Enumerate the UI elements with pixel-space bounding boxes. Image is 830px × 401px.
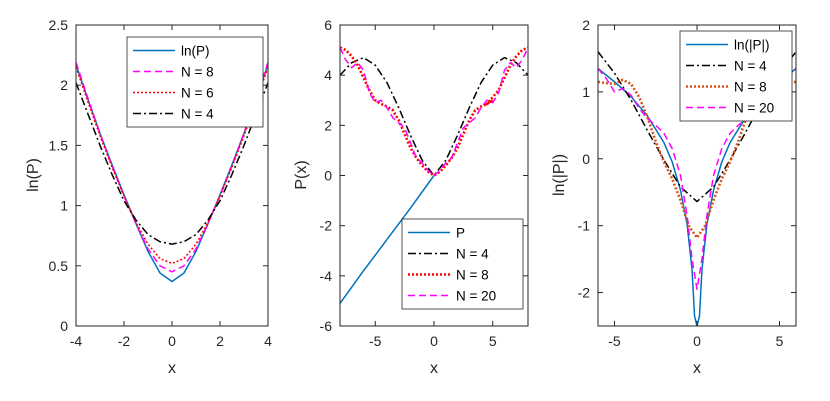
series-line-n-4	[340, 56, 528, 177]
series-line-ln-p	[76, 64, 268, 283]
x-tick-label: 5	[776, 333, 784, 349]
x-tick-label: 0	[168, 333, 176, 349]
x-tick-label: 0	[693, 333, 701, 349]
y-tick-label: 1.5	[49, 137, 69, 153]
x-tick-label: -5	[369, 333, 382, 349]
y-tick-label: -6	[320, 318, 333, 334]
legend-label: ln(P)	[181, 44, 210, 59]
y-tick-label: 0.5	[49, 258, 69, 274]
x-axis-label: x	[168, 360, 176, 377]
chart-p-of-x: -5 0 5 -6 -4 -2 0 2 4 6 x P(x) P N = 4 N = 8 N = 20	[293, 17, 529, 377]
series-line-n-8	[76, 62, 268, 273]
y-tick-label: 0	[324, 168, 332, 184]
y-tick-label: 2.5	[49, 17, 69, 33]
legend-box	[679, 30, 793, 122]
x-tick-label: -4	[70, 333, 83, 349]
series-group	[76, 62, 268, 283]
legend-label: N = 8	[181, 65, 214, 80]
y-tick-label: 1	[582, 84, 590, 100]
legend-label: N = 4	[181, 107, 214, 122]
y-axis-label: ln(|P|)	[551, 154, 568, 196]
legend-label: N = 20	[734, 101, 774, 116]
series-line-ln-p	[598, 67, 796, 326]
legend: ln(P) N = 8 N = 6 N = 4	[126, 36, 264, 128]
series-line-n-4	[598, 51, 796, 203]
legend-label: ln(|P|)	[734, 38, 770, 53]
y-tick-label: 0	[60, 318, 68, 334]
y-tick-label: 2	[582, 17, 590, 33]
y-tick-label: 4	[324, 67, 332, 83]
chart-ln-abs-p: -5 0 5 -2 -1 0 1 2 x ln(|P|) ln(|P|) N = 4 N = 8 N = …	[551, 17, 797, 377]
y-tick-label: -2	[320, 218, 333, 234]
x-tick-label: 5	[489, 333, 497, 349]
y-tick-label: 1	[60, 198, 68, 214]
x-tick-label: -2	[118, 333, 131, 349]
legend-box	[126, 36, 264, 128]
legend-label: N = 4	[734, 59, 767, 74]
y-tick-label: 6	[324, 17, 332, 33]
x-axis-label: x	[430, 360, 438, 377]
legend: ln(|P|) N = 4 N = 8 N = 20	[679, 30, 793, 122]
y-tick-label: 2	[60, 77, 68, 93]
series-line-p	[340, 175, 435, 304]
legend-box	[401, 218, 524, 310]
legend-label: N = 6	[181, 86, 214, 101]
series-group	[340, 46, 528, 304]
y-tick-label: -4	[320, 268, 333, 284]
series-line-n-20	[340, 47, 528, 177]
series-line-n-4	[76, 82, 268, 245]
x-tick-label: 2	[216, 333, 224, 349]
x-tick-label: 0	[430, 333, 438, 349]
legend-label: N = 4	[456, 247, 489, 262]
legend-label: N = 8	[456, 268, 489, 283]
legend-label: N = 8	[734, 80, 767, 95]
y-axis-label: P(x)	[293, 160, 310, 189]
y-tick-label: -2	[578, 285, 591, 301]
legend-label: N = 20	[456, 289, 496, 304]
y-axis-label: ln(P)	[25, 158, 42, 192]
legend: P N = 4 N = 8 N = 20	[401, 218, 524, 310]
x-axis-label: x	[693, 360, 701, 377]
y-tick-label: 2	[324, 117, 332, 133]
y-tick-label: 0	[582, 151, 590, 167]
chart-ln-p: -4 -2 0 2 4 0 0.5 1 1.5 2 2.5 x ln(P) ln(P) N = 8 N = 6…	[25, 17, 272, 377]
legend-label: P	[456, 226, 465, 241]
x-tick-label: 4	[264, 333, 272, 349]
y-tick-label: -1	[578, 218, 591, 234]
x-tick-label: -5	[608, 333, 621, 349]
